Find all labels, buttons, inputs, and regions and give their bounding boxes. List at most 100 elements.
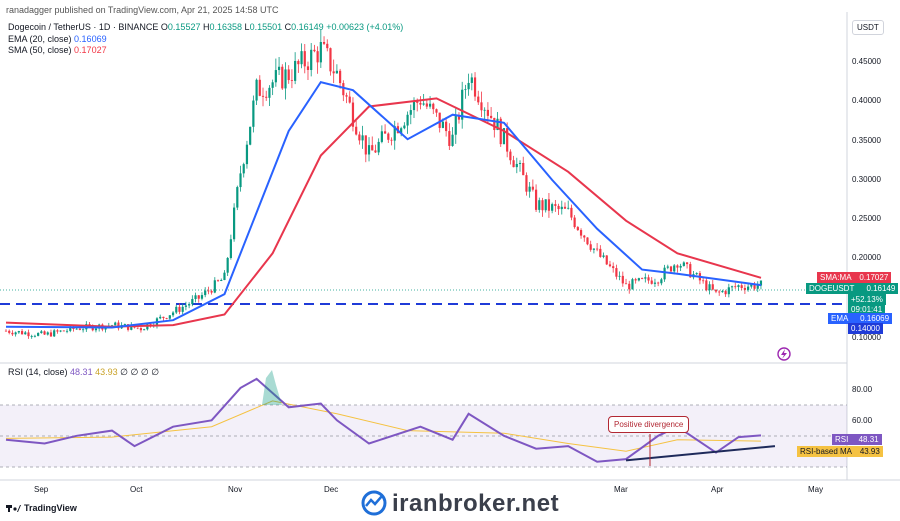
- rsi-legend-empty-3: ∅: [140, 367, 149, 377]
- candle-body: [110, 325, 114, 327]
- candle-body: [361, 135, 364, 141]
- candle-body: [62, 330, 65, 332]
- candle-body: [547, 199, 551, 211]
- ema-line: [5, 80, 762, 329]
- candle-body: [441, 121, 445, 128]
- candle-body: [541, 200, 544, 211]
- symbol-price-tag[interactable]: DOGEUSDT 0.16149: [806, 283, 899, 294]
- candle-body: [689, 264, 692, 278]
- candle-body: [207, 290, 210, 292]
- candle-body: [493, 117, 496, 131]
- candle-body: [191, 298, 194, 305]
- candle-body: [612, 266, 615, 269]
- price-tick: 0.40000: [852, 96, 881, 105]
- candle-body: [579, 230, 583, 236]
- rsi-legend[interactable]: RSI (14, close) 48.31 43.93 ∅ ∅ ∅ ∅: [8, 367, 159, 378]
- candle-body: [473, 77, 477, 97]
- candle-body: [33, 335, 37, 337]
- candle-body: [168, 315, 171, 319]
- candle-body: [358, 134, 361, 141]
- candle-body: [300, 51, 303, 65]
- candle-body: [666, 266, 669, 268]
- candle-body: [522, 162, 525, 176]
- candle-body: [162, 316, 165, 319]
- legend-ema-label: EMA (20, close): [8, 33, 72, 44]
- candle-body: [676, 265, 679, 268]
- legend-ema-row[interactable]: EMA (20, close) 0.16069: [8, 34, 403, 46]
- rsi-value-tag[interactable]: RSI 48.31: [832, 434, 882, 445]
- publisher-line: ranadagger published on TradingView.com,…: [6, 5, 279, 15]
- candle-body: [56, 330, 59, 332]
- candle-body: [130, 324, 133, 330]
- candle-body: [608, 264, 612, 267]
- sma-price-tag[interactable]: SMA:MA 0.17027: [817, 272, 892, 283]
- candle-body: [377, 141, 380, 153]
- candle-body: [477, 96, 480, 103]
- legend-h-label: H: [202, 22, 210, 32]
- candle-body: [570, 207, 573, 218]
- price-tick: 0.35000: [852, 136, 881, 145]
- rsi-legend-empty-2: ∅: [130, 367, 139, 377]
- legend-symbol-row[interactable]: Dogecoin / TetherUS · 1D · BINANCE O0.15…: [8, 22, 403, 34]
- candle-body: [306, 66, 310, 70]
- candle-body: [432, 103, 435, 110]
- rsi-ma-tag-value: 43.93: [859, 447, 880, 456]
- candle-body: [136, 327, 139, 329]
- candle-body: [175, 306, 178, 313]
- rsi-tick: 80.00: [852, 385, 873, 394]
- candle-body: [43, 331, 46, 335]
- legend-sma-value: 0.17027: [74, 45, 107, 55]
- candle-body: [538, 200, 541, 210]
- divergence-trendline[interactable]: [625, 445, 776, 462]
- candle-body: [229, 239, 232, 258]
- lightning-icon[interactable]: [777, 347, 791, 361]
- candle-body: [194, 295, 197, 299]
- legend-c-label: C: [284, 22, 292, 32]
- candle-body: [759, 280, 763, 286]
- candle-body: [740, 285, 743, 288]
- candle-body: [490, 115, 493, 118]
- candle-body: [708, 284, 711, 291]
- rsi-ma-tag[interactable]: RSI-based MA 43.93: [797, 446, 883, 457]
- candle-body: [554, 204, 557, 206]
- candle-body: [69, 326, 72, 331]
- candle-body: [249, 126, 252, 145]
- candle-body: [567, 207, 570, 209]
- candle-body: [563, 206, 567, 209]
- candle-body: [467, 82, 470, 90]
- time-tick: Oct: [130, 485, 143, 494]
- candle-body: [82, 329, 85, 331]
- candle-body: [17, 331, 20, 333]
- candle-body: [332, 71, 335, 74]
- positive-divergence-label[interactable]: Positive divergence: [608, 416, 690, 433]
- candle-body: [586, 237, 589, 245]
- candle-body: [287, 69, 290, 81]
- rsi-band: [0, 405, 847, 467]
- candle-body: [114, 322, 117, 326]
- candle-body: [200, 295, 204, 299]
- candle-body: [679, 265, 682, 268]
- candle-body: [657, 282, 660, 284]
- candle-body: [281, 66, 284, 89]
- legend-ema-value: 0.16069: [74, 33, 107, 44]
- legend-sma-row[interactable]: SMA (50, close) 0.17027: [8, 45, 403, 57]
- candle-body: [438, 112, 441, 128]
- candle-body: [673, 265, 676, 272]
- candle-body: [294, 60, 297, 81]
- sma-tag-value: 0.17027: [859, 273, 889, 282]
- candle-body: [499, 118, 502, 145]
- candle-body: [682, 262, 685, 266]
- candle-body: [721, 291, 724, 293]
- price-tick: 0.30000: [852, 175, 881, 184]
- candle-body: [557, 205, 560, 210]
- candle-body: [171, 312, 175, 316]
- candle-body: [685, 262, 689, 265]
- candle-body: [470, 77, 473, 83]
- tradingview-logo[interactable]: TradingView: [24, 503, 77, 513]
- ema-price-tag[interactable]: EMA 0.16069: [828, 313, 893, 324]
- candle-body: [756, 285, 759, 289]
- candle-body: [422, 103, 425, 105]
- candle-body: [714, 289, 718, 292]
- currency-button[interactable]: USDT: [852, 20, 884, 35]
